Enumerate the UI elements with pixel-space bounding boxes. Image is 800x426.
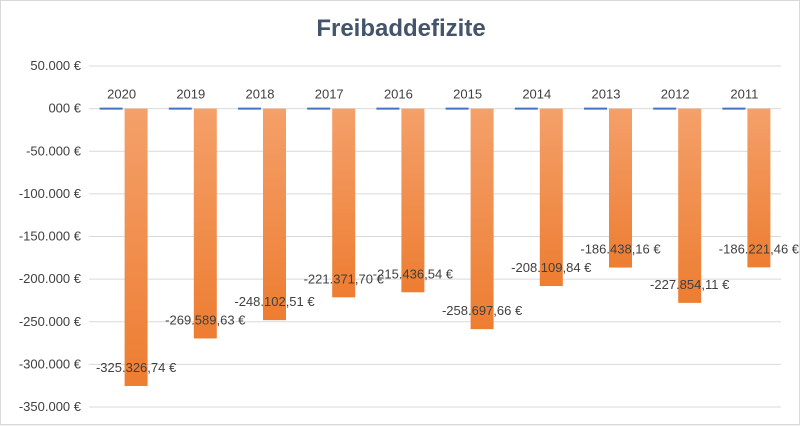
data-label: -248.102,51 €	[234, 294, 315, 309]
bar-series1-2020	[99, 107, 123, 110]
x-category-label: 2017	[315, 87, 344, 102]
y-tick-label: -200.000 €	[19, 271, 82, 286]
y-tick-label: 000 €	[48, 101, 81, 116]
y-tick-label: -300.000 €	[19, 356, 82, 371]
bar-series2-2018	[263, 108, 286, 321]
chart-title: Freibaddefizite	[316, 15, 486, 42]
bar-series1-2018	[238, 107, 261, 110]
bar-series1-2011	[722, 107, 746, 110]
bar-series2-2013	[609, 108, 632, 268]
x-category-label: 2020	[107, 87, 136, 102]
data-label: -325.326,74 €	[96, 360, 177, 375]
bar-series1-2015	[445, 107, 469, 110]
x-axis: 2020 2019 2018 2017 2016 2015 2014 2013 2012 2011	[107, 87, 758, 102]
x-category-label: 2018	[246, 87, 275, 102]
x-category-label: 2013	[592, 87, 621, 102]
bar-series2-2016	[401, 108, 425, 293]
y-tick-label: -150.000 €	[19, 229, 82, 244]
y-tick-label: -250.000 €	[19, 314, 82, 329]
data-label: -221.371,70 €	[304, 271, 385, 286]
y-axis: 50.000 € 000 € -50.000 € -100.000 € -150.000…	[19, 58, 82, 414]
bar-series2-2015	[470, 108, 494, 330]
y-tick-label: -100.000 €	[19, 186, 82, 201]
bar-series2-2020	[124, 108, 148, 386]
bar-series1-2016	[376, 107, 400, 110]
data-labels: -325.326,74 € -269.589,63 € -248.102,51 € -…	[96, 241, 800, 375]
gridlines	[89, 65, 781, 408]
data-label: -186.438,16 €	[580, 242, 661, 257]
data-label: -227.854,11 €	[650, 277, 730, 292]
x-category-label: 2014	[522, 87, 551, 102]
data-label: -208.109,84 €	[511, 260, 592, 275]
data-label: -215.436,54 €	[373, 266, 454, 281]
bar-series2-2019	[193, 108, 217, 339]
x-category-label: 2016	[384, 87, 413, 102]
bar-series1-2013	[584, 107, 607, 110]
data-label: -186.221,46 €	[719, 241, 800, 256]
bar-series1-2012	[653, 107, 677, 110]
x-category-label: 2015	[453, 87, 482, 102]
bar-series1-2017	[307, 107, 331, 110]
y-tick-label: -350.000 €	[19, 399, 82, 414]
x-category-label: 2011	[730, 87, 758, 102]
x-category-label: 2019	[176, 87, 205, 102]
y-tick-label: 50.000 €	[30, 58, 81, 73]
data-label: -269.589,63 €	[165, 312, 246, 327]
bar-series2-2017	[332, 108, 356, 298]
bar-series1-2019	[168, 107, 192, 110]
bar-series1-2014	[514, 107, 538, 110]
data-label: -258.697,66 €	[442, 303, 523, 318]
bar-series2-2012	[678, 108, 702, 303]
y-tick-label: -50.000 €	[26, 143, 82, 158]
bar-series2-2014	[539, 108, 563, 287]
bar-series2-2011	[747, 108, 771, 268]
bars	[99, 107, 771, 386]
x-category-label: 2012	[661, 87, 690, 102]
